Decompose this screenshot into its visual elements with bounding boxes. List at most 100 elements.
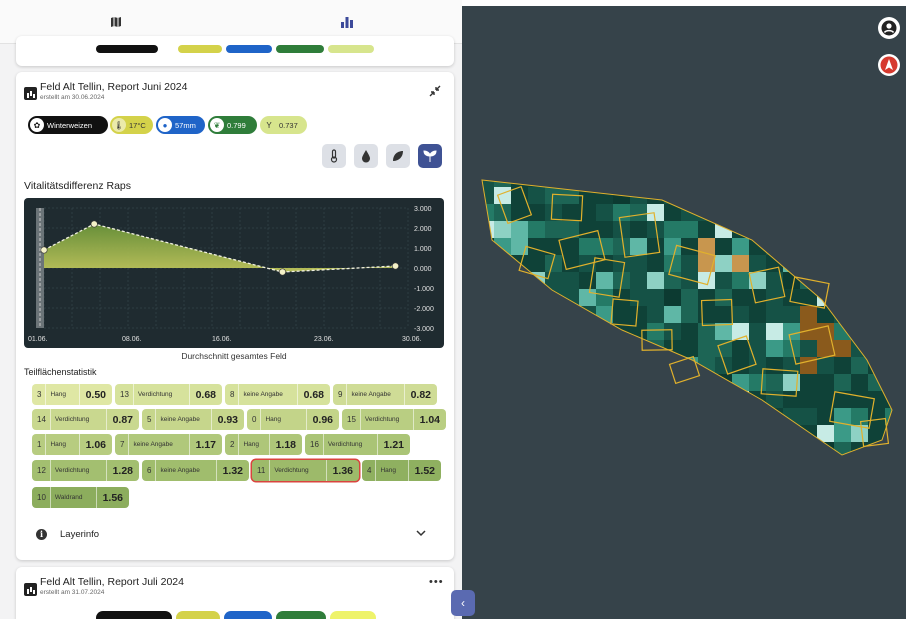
subarea-outline[interactable] [641,329,673,351]
subarea-outline[interactable] [668,355,701,385]
temperature-layer-icon [330,149,338,163]
subarea-number: 0 [252,415,257,424]
subarea-number: 12 [37,466,46,475]
water-layer-button[interactable] [354,144,378,168]
collapse-icon[interactable] [428,84,442,98]
subarea-number: 7 [120,440,125,449]
account-button[interactable] [878,17,900,39]
subarea-stat-5[interactable]: 5 keine Angabe 0.93 [142,409,244,430]
data-point[interactable] [90,220,98,228]
subarea-number: 8 [230,390,235,399]
leaf-layer-button[interactable] [386,144,410,168]
subarea-label: Verdichtung [359,409,413,430]
more-options-icon[interactable]: ••• [429,576,444,588]
report-icon [24,583,37,596]
leaf-icon: ❦ [210,118,224,132]
y-tick-label: 1.000 [414,246,432,253]
data-point[interactable] [391,262,399,270]
subarea-stat-16[interactable]: 16 Verdichtung 1.21 [305,434,410,455]
subarea-outline[interactable] [788,325,836,365]
subarea-outline[interactable] [558,229,606,271]
subarea-label: Verdichtung [322,434,377,455]
subarea-label: keine Angabe [238,384,296,405]
layerinfo-row[interactable]: i Layerinfo [36,526,99,542]
x-tick-label: 30.06. [402,336,422,343]
subarea-outline[interactable] [610,298,639,327]
subarea-outline[interactable] [550,193,584,222]
chart-icon [340,17,353,28]
subarea-label: keine Angabe [155,460,215,481]
data-point[interactable] [40,246,48,254]
map-icon [110,17,121,27]
chart-background [24,198,444,348]
field-map [481,179,893,456]
map-view[interactable] [462,0,906,619]
field-raster [482,180,892,455]
subarea-outline[interactable] [717,335,757,375]
subarea-outline[interactable] [700,298,734,327]
subarea-stat-12[interactable]: 12 Verdichtung 1.28 [32,460,139,481]
subarea-stat-4[interactable]: 4 Hang 1.52 [362,460,441,481]
subarea-number: 1 [37,440,42,449]
chevron-down-icon[interactable] [416,529,426,537]
subarea-value: 1.32 [215,460,249,481]
y-tick-label: -3.000 [414,326,434,333]
precipitation-chip [224,611,272,619]
subarea-outline[interactable] [789,276,830,309]
subarea-value: 1.52 [407,460,441,481]
subarea-stat-7[interactable]: 7 keine Angabe 1.17 [115,434,222,455]
stats-title: Teilflächenstatistik [24,367,97,377]
data-point[interactable] [278,268,286,276]
subarea-stat-3[interactable]: 3 Hang 0.50 [32,384,112,405]
subarea-number: 13 [120,390,129,399]
compass-button[interactable] [878,54,900,76]
subarea-number: 11 [257,466,266,475]
subarea-stat-2[interactable]: 2 Hang 1.18 [225,434,302,455]
subarea-stat-10[interactable]: 10 Waldrand 1.56 [32,487,129,508]
tab-map[interactable] [0,0,231,44]
subarea-outline[interactable] [588,257,626,298]
subarea-value: 0.87 [105,409,139,430]
subarea-label: Verdichtung [132,384,189,405]
subarea-label: Hang [260,409,305,430]
subarea-value: 0.50 [78,384,112,405]
subarea-outline[interactable] [748,266,786,304]
subarea-outline[interactable] [618,212,661,258]
subarea-stat-1[interactable]: 1 Hang 1.06 [32,434,112,455]
subarea-outline[interactable] [859,417,890,448]
subarea-stat-0[interactable]: 0 Hang 0.96 [247,409,339,430]
subarea-label: Hang [45,384,78,405]
subarea-stat-15[interactable]: 15 Verdichtung 1.04 [342,409,446,430]
subarea-value: 1.04 [412,409,446,430]
subarea-outline[interactable] [760,368,799,397]
subarea-stat-8[interactable]: 8 keine Angabe 0.68 [225,384,330,405]
map-top-bar [462,0,906,6]
subarea-value: 1.06 [78,434,112,455]
subarea-number: 10 [37,493,46,502]
subarea-outline[interactable] [829,391,875,429]
subarea-outline[interactable] [668,244,716,286]
temperature-layer-button[interactable] [322,144,346,168]
temperature-chip: 🌡 17°C [110,116,153,134]
chart-series [40,220,399,276]
collapse-panel-button[interactable]: ‹ [451,590,475,616]
subarea-stat-14[interactable]: 14 Verdichtung 0.87 [32,409,139,430]
subarea-stat-13[interactable]: 13 Verdichtung 0.68 [115,384,222,405]
vitality-chip [330,611,376,619]
subarea-value: 1.28 [105,460,139,481]
subarea-stat-11[interactable]: 11 Verdichtung 1.36 [252,460,359,481]
precipitation-chip: ● 57mm [156,116,205,134]
report-date: erstellt am 30.06.2024 [40,94,105,101]
plant-layer-button[interactable] [418,144,442,168]
subarea-stat-9[interactable]: 9 keine Angabe 0.82 [333,384,437,405]
x-tick-label: 23.06. [314,336,334,343]
subarea-number: 3 [37,390,42,399]
water-drop-icon: ● [158,118,172,132]
subarea-value: 1.18 [268,434,302,455]
y-tick-label: -1.000 [414,286,434,293]
subarea-stat-6[interactable]: 6 keine Angabe 1.32 [142,460,249,481]
subarea-label: Verdichtung [49,409,106,430]
subarea-label: Waldrand [49,487,96,508]
subarea-outline[interactable] [496,185,533,225]
subarea-label: Verdichtung [269,460,325,481]
